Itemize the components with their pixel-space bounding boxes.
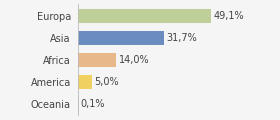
Bar (78, 53, 116, 67)
Bar (78, 31, 164, 45)
Text: 5,0%: 5,0% (94, 77, 119, 87)
Text: 14,0%: 14,0% (118, 55, 149, 65)
Bar (78, 75, 92, 89)
Text: 49,1%: 49,1% (214, 11, 244, 21)
Text: 0,1%: 0,1% (81, 99, 105, 109)
Text: 31,7%: 31,7% (167, 33, 197, 43)
Bar (78, 9, 211, 23)
